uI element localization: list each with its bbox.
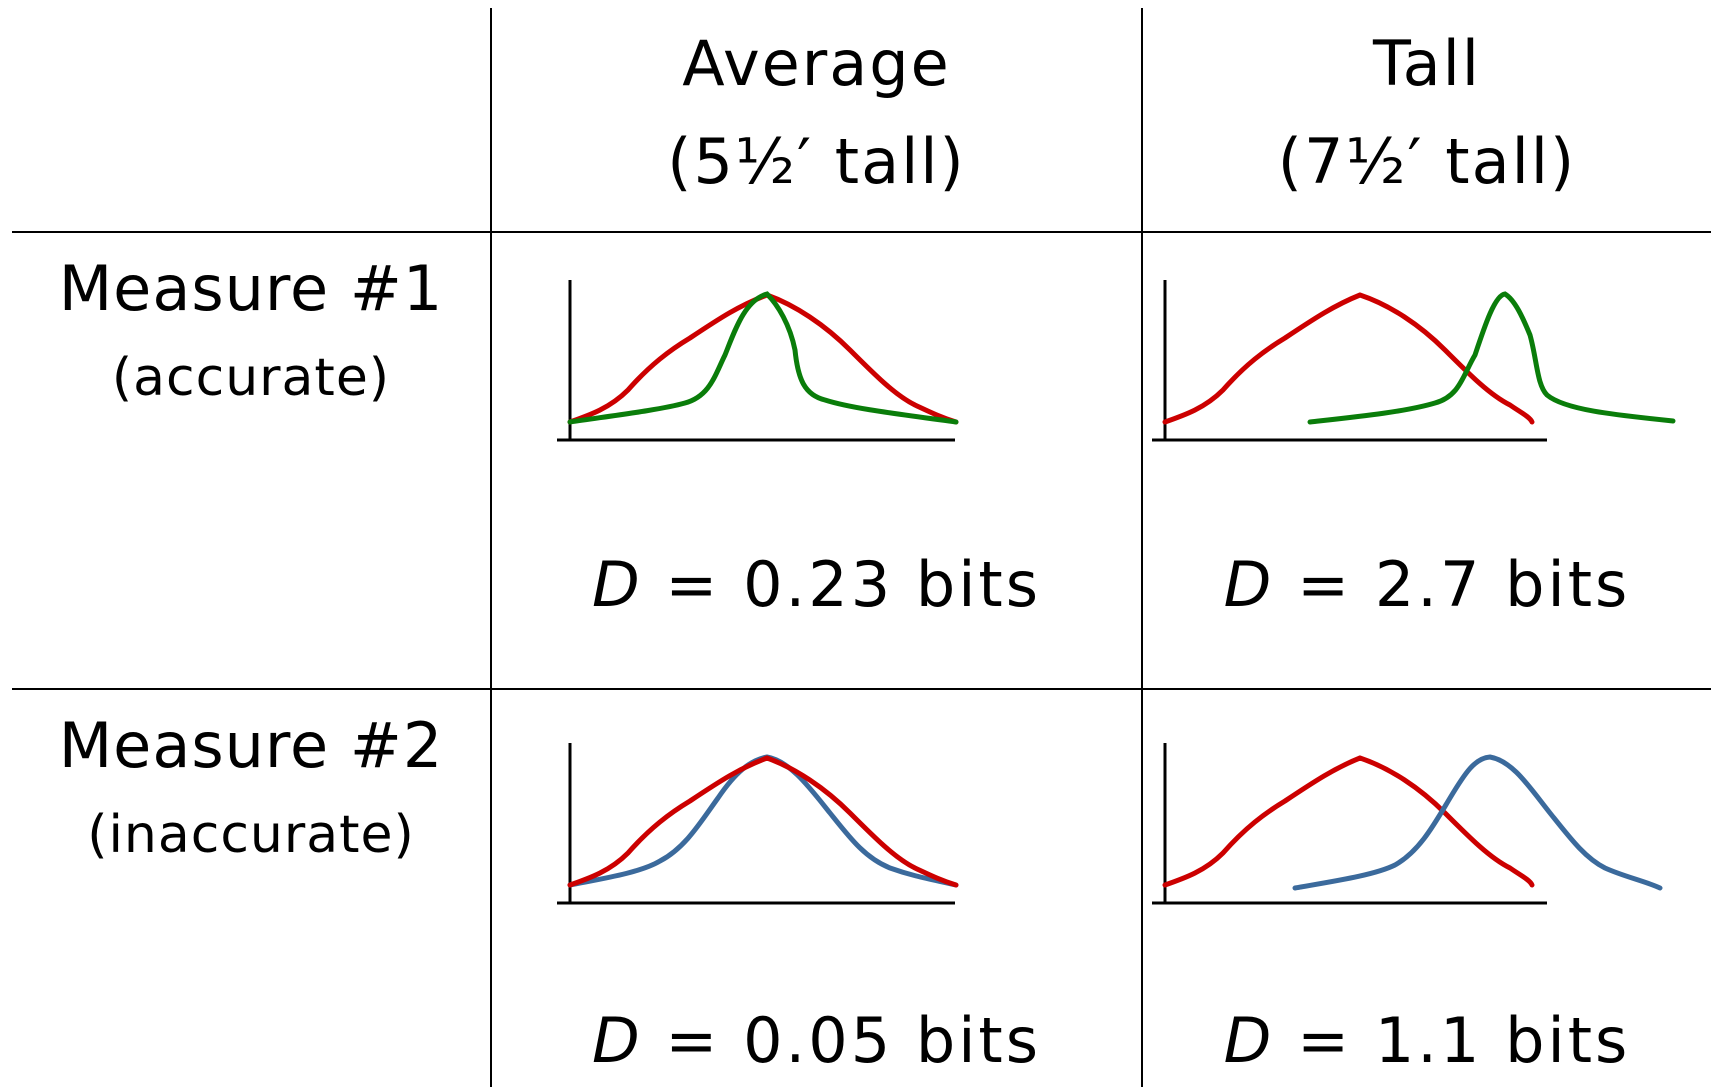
plot-accurate-tall: [1152, 280, 1676, 442]
d-symbol: D: [1223, 548, 1275, 621]
divergence-value-accurate-tall: D = 2.7 bits: [1143, 548, 1711, 621]
d-symbol: D: [1223, 1004, 1275, 1077]
curve-blue: [1292, 754, 1663, 891]
d-symbol: D: [591, 1004, 643, 1077]
column-subtitle: (7½′ tall): [1277, 125, 1577, 198]
divergence-amount: 0.23 bits: [743, 548, 1042, 621]
row-subtitle: (accurate): [111, 348, 391, 408]
equals-sign: =: [1297, 548, 1353, 621]
row-label-measure-2: Measure #2 (inaccurate): [12, 700, 490, 878]
column-title: Average: [682, 27, 951, 100]
grid-vertical-2: [1141, 8, 1143, 1087]
column-title: Tall: [1372, 27, 1482, 100]
column-header-tall: Tall (7½′ tall): [1143, 15, 1711, 211]
plot-inaccurate-tall: [1152, 743, 1663, 905]
plot-inaccurate-average: [557, 743, 959, 905]
curve-green: [1307, 291, 1676, 425]
grid-vertical-1: [490, 8, 492, 1087]
divergence-amount: 0.05 bits: [743, 1004, 1042, 1077]
row-label-measure-1: Measure #1 (accurate): [12, 243, 490, 421]
equals-sign: =: [1297, 1004, 1353, 1077]
grid-horizontal-1: [12, 231, 1711, 233]
curve-red: [1162, 755, 1535, 888]
curve-red: [1162, 292, 1535, 425]
plot-accurate-average: [557, 280, 959, 442]
grid-horizontal-2: [12, 688, 1711, 690]
row-title: Measure #2: [58, 709, 444, 782]
curve-red: [567, 292, 959, 425]
column-subtitle: (5½′ tall): [667, 125, 966, 198]
row-title: Measure #1: [58, 252, 444, 325]
divergence-value-inaccurate-average: D = 0.05 bits: [492, 1004, 1141, 1077]
divergence-amount: 1.1 bits: [1374, 1004, 1631, 1077]
row-subtitle: (inaccurate): [87, 805, 415, 865]
divergence-value-accurate-average: D = 0.23 bits: [492, 548, 1141, 621]
equals-sign: =: [665, 1004, 721, 1077]
equals-sign: =: [665, 548, 721, 621]
curve-red: [567, 755, 959, 888]
divergence-value-inaccurate-tall: D = 1.1 bits: [1143, 1004, 1711, 1077]
curve-green: [567, 291, 959, 425]
column-header-average: Average (5½′ tall): [492, 15, 1141, 211]
d-symbol: D: [591, 548, 643, 621]
curve-blue: [567, 754, 959, 888]
divergence-amount: 2.7 bits: [1374, 548, 1631, 621]
